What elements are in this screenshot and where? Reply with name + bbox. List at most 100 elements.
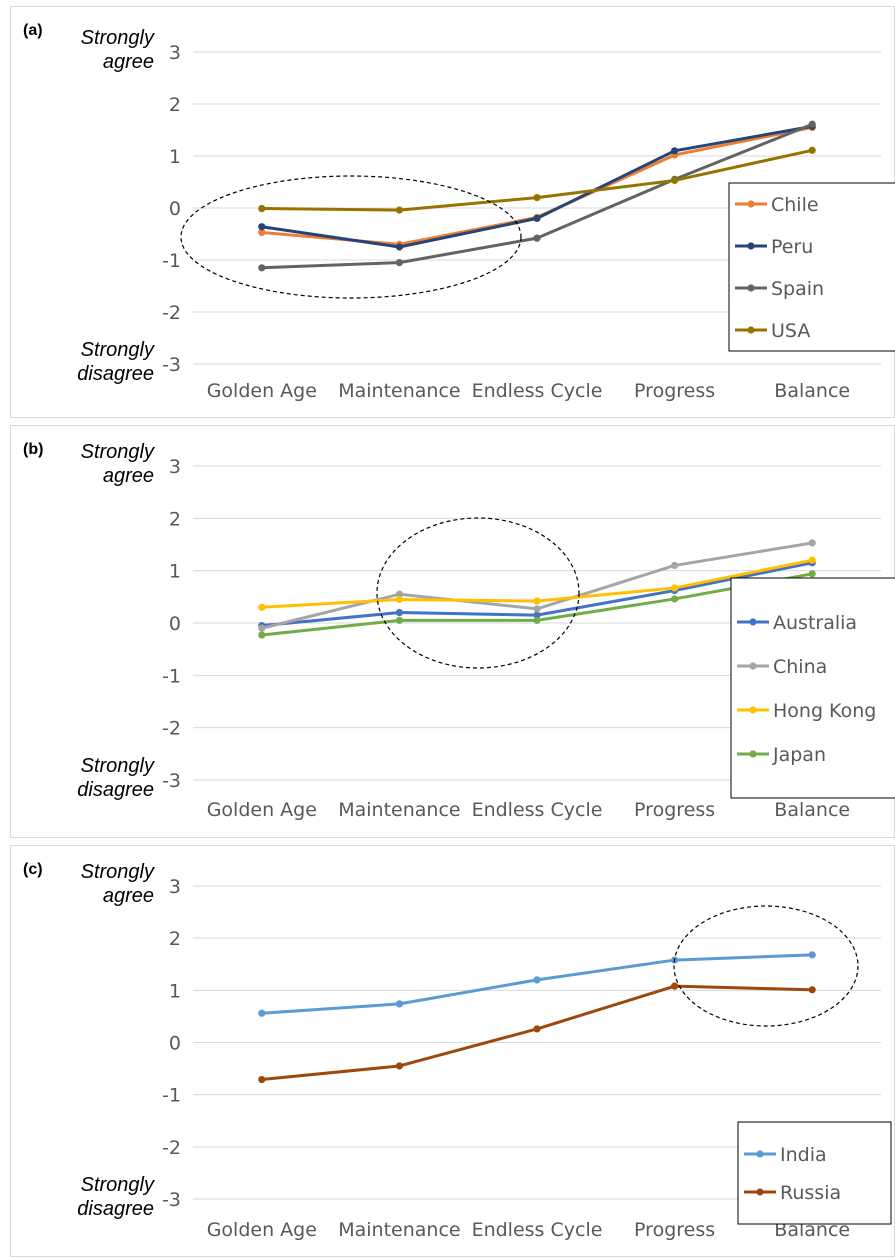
- y-tick-label: -2: [162, 1137, 181, 1159]
- data-point: [808, 146, 816, 154]
- x-category-label: Progress: [634, 799, 715, 821]
- legend-marker: [749, 750, 757, 758]
- panel-label: (a): [23, 22, 43, 39]
- data-point: [395, 616, 403, 624]
- data-point: [808, 570, 816, 578]
- data-point: [671, 561, 679, 570]
- data-point: [808, 951, 816, 959]
- chart-panel-b: (b) Strongly agree Strongly disagree 3 2 1 0 -1 -2…: [10, 425, 895, 838]
- x-category-label: Golden Age: [207, 799, 317, 821]
- data-point: [258, 1009, 266, 1017]
- data-point: [258, 624, 266, 632]
- legend-label: India: [780, 1144, 827, 1166]
- data-point: [258, 603, 266, 611]
- y-top-anchor-label: agree: [103, 885, 154, 907]
- legend-marker: [749, 662, 757, 670]
- x-category-label: Golden Age: [207, 1219, 317, 1241]
- data-point: [671, 982, 679, 990]
- data-point: [395, 595, 403, 604]
- data-point: [258, 204, 266, 213]
- data-point: [533, 611, 541, 619]
- x-category-label: Progress: [634, 380, 715, 402]
- y-tick-label: 0: [169, 1033, 181, 1055]
- y-tick-label: -3: [162, 770, 181, 792]
- data-point: [533, 234, 541, 242]
- x-category-label: Progress: [634, 1219, 715, 1241]
- chart-svg: (c) StronglyagreeStronglydisagree3210-1-2…: [23, 861, 892, 1241]
- y-tick-label: -1: [162, 1085, 181, 1107]
- chart-svg: (b) StronglyagreeStronglydisagree3210-1-2…: [23, 441, 895, 821]
- y-top-anchor-label: Strongly: [81, 861, 155, 883]
- panel-label: (c): [23, 861, 43, 878]
- y-tick-label: -1: [162, 250, 181, 272]
- x-category-label: Endless Cycle: [472, 1219, 603, 1241]
- y-tick-label: -2: [162, 302, 181, 324]
- series-line-india: [260, 953, 814, 1015]
- data-point: [395, 590, 403, 598]
- data-point: [395, 243, 403, 251]
- data-point: [808, 120, 816, 128]
- chart-panel-c: (c) Strongly agree Strongly disagree 3 2 1 0 -1 -2…: [10, 845, 895, 1257]
- y-bottom-anchor-label: Strongly: [81, 339, 155, 361]
- data-point: [258, 223, 266, 231]
- legend-marker: [747, 284, 755, 292]
- panel-label: (b): [23, 441, 43, 458]
- legend-label: Chile: [771, 194, 819, 216]
- data-point: [258, 264, 266, 272]
- data-point: [533, 1025, 541, 1033]
- y-top-anchor-label: agree: [103, 51, 154, 73]
- x-category-label: Endless Cycle: [472, 799, 603, 821]
- y-tick-label: -2: [162, 718, 181, 740]
- data-point: [533, 194, 541, 202]
- legend-marker: [749, 618, 757, 626]
- legend-box: [728, 182, 895, 352]
- legend-label: Russia: [780, 1182, 841, 1204]
- y-tick-label: 2: [169, 508, 181, 530]
- highlight-ellipse: [180, 175, 522, 299]
- data-point: [808, 986, 816, 994]
- x-category-label: Golden Age: [207, 380, 317, 402]
- legend-label: USA: [771, 320, 810, 342]
- y-tick-label: 0: [169, 198, 181, 220]
- x-category-label: Balance: [774, 799, 850, 821]
- legend-label: China: [773, 656, 827, 678]
- y-tick-label: 1: [169, 146, 181, 168]
- y-tick-label: 0: [169, 613, 181, 635]
- legend-label: Peru: [771, 236, 813, 258]
- y-tick-label: -1: [162, 665, 181, 687]
- data-point: [671, 176, 679, 185]
- data-point: [808, 556, 816, 564]
- y-bottom-anchor-label: Strongly: [81, 755, 155, 777]
- legend-marker: [756, 1150, 764, 1158]
- y-tick-label: 2: [169, 928, 181, 950]
- legend-marker: [747, 326, 755, 334]
- x-category-label: Maintenance: [338, 380, 460, 402]
- data-point: [533, 214, 541, 222]
- y-bottom-anchor-label: disagree: [77, 363, 154, 385]
- data-point: [258, 631, 266, 639]
- data-point: [258, 228, 266, 237]
- data-point: [395, 608, 403, 617]
- y-bottom-anchor-label: disagree: [77, 1198, 154, 1220]
- data-point: [533, 616, 541, 624]
- y-tick-label: -3: [162, 1189, 181, 1211]
- data-point: [671, 147, 679, 155]
- highlight-ellipse: [673, 905, 859, 1027]
- data-point: [395, 259, 403, 267]
- legend-label: Japan: [772, 744, 826, 766]
- data-point: [671, 584, 679, 592]
- data-point: [808, 539, 816, 547]
- y-tick-label: 1: [169, 980, 181, 1002]
- data-point: [533, 597, 541, 605]
- data-point: [533, 605, 541, 613]
- legend-marker: [749, 706, 757, 714]
- x-category-label: Maintenance: [338, 799, 460, 821]
- y-tick-label: 2: [169, 94, 181, 116]
- y-tick-label: -3: [162, 354, 181, 376]
- x-category-label: Balance: [774, 380, 850, 402]
- legend-label: Spain: [771, 278, 824, 300]
- data-point: [671, 595, 679, 603]
- chart-panel-a: (a) Strongly agree Strongly disagree 3 2 1 0 -1 -2…: [10, 6, 895, 418]
- y-bottom-anchor-label: Strongly: [81, 1174, 155, 1196]
- legend-box: [737, 1121, 892, 1225]
